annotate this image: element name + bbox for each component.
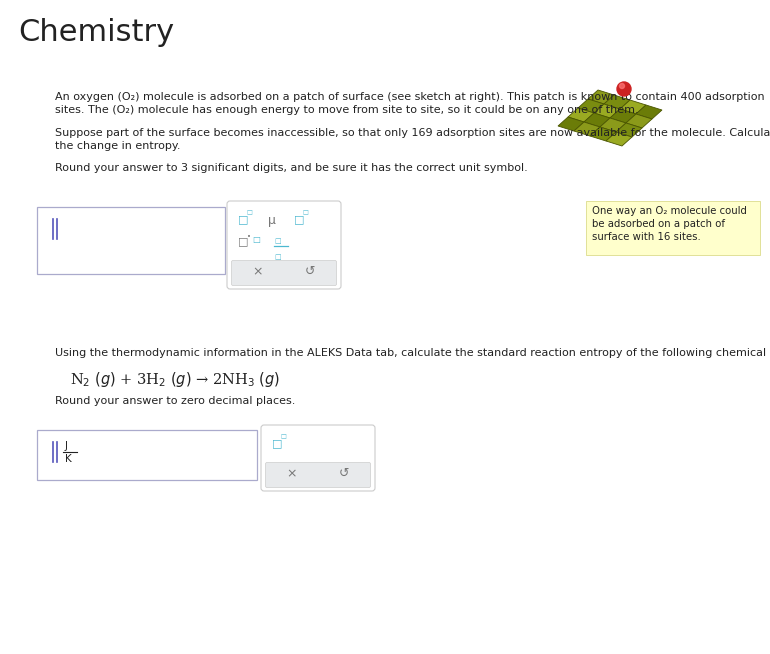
Text: □: □	[280, 434, 286, 439]
Text: be adsorbed on a patch of: be adsorbed on a patch of	[592, 219, 725, 229]
Bar	[37, 430, 257, 480]
Text: Chemistry: Chemistry	[18, 18, 174, 47]
Polygon shape	[616, 123, 642, 137]
Text: An oxygen (O₂) molecule is adsorbed on a patch of surface (see sketch at right).: An oxygen (O₂) molecule is adsorbed on a…	[55, 92, 765, 102]
Text: □: □	[238, 236, 249, 246]
Circle shape	[617, 82, 631, 96]
Text: sites. The (O₂) molecule has enough energy to move from site to site, so it coul: sites. The (O₂) molecule has enough ener…	[55, 105, 638, 115]
Text: Using the thermodynamic information in the ALEKS Data tab, calculate the standar: Using the thermodynamic information in t…	[55, 348, 770, 358]
Text: Round your answer to 3 significant digits, and be sure it has the correct unit s: Round your answer to 3 significant digit…	[55, 163, 527, 173]
Polygon shape	[574, 122, 600, 136]
FancyBboxPatch shape	[586, 201, 760, 255]
Text: □: □	[272, 438, 283, 448]
Circle shape	[620, 84, 624, 88]
Polygon shape	[568, 108, 594, 122]
Text: Round your answer to zero decimal places.: Round your answer to zero decimal places…	[55, 396, 296, 406]
Text: •: •	[247, 234, 251, 240]
Text: surface with 16 sites.: surface with 16 sites.	[592, 232, 701, 242]
Polygon shape	[588, 90, 614, 104]
Text: Suppose part of the surface becomes inaccessible, so that only 169 adsorption si: Suppose part of the surface becomes inac…	[55, 128, 770, 138]
Bar	[37, 207, 225, 274]
Text: □: □	[274, 254, 280, 260]
Polygon shape	[584, 113, 610, 127]
Text: One way an O₂ molecule could: One way an O₂ molecule could	[592, 206, 747, 216]
Polygon shape	[590, 127, 616, 141]
Text: N$_2$ $(g)$ + 3H$_2$ $(g)$ → 2NH$_3$ $(g)$: N$_2$ $(g)$ + 3H$_2$ $(g)$ → 2NH$_3$ $(g…	[70, 370, 280, 389]
Polygon shape	[626, 114, 652, 128]
Text: □: □	[294, 214, 304, 224]
Polygon shape	[578, 99, 604, 113]
Text: □: □	[246, 210, 252, 215]
Text: μ: μ	[268, 214, 276, 227]
Text: □: □	[274, 238, 280, 244]
Polygon shape	[606, 132, 632, 146]
Polygon shape	[636, 105, 662, 119]
FancyBboxPatch shape	[227, 201, 341, 289]
FancyBboxPatch shape	[261, 425, 375, 491]
Text: J: J	[65, 441, 68, 451]
Polygon shape	[558, 117, 584, 131]
Polygon shape	[604, 95, 630, 109]
Text: ↺: ↺	[305, 265, 315, 278]
FancyBboxPatch shape	[266, 462, 370, 487]
Polygon shape	[620, 100, 646, 114]
Text: □: □	[252, 235, 260, 244]
Text: ×: ×	[286, 467, 297, 480]
Polygon shape	[594, 104, 620, 118]
Text: K: K	[65, 454, 72, 464]
Text: □: □	[238, 214, 249, 224]
Text: ×: ×	[253, 265, 263, 278]
Polygon shape	[610, 109, 636, 123]
Text: the change in entropy.: the change in entropy.	[55, 141, 180, 151]
Polygon shape	[600, 118, 626, 132]
Text: □: □	[302, 210, 308, 215]
FancyBboxPatch shape	[232, 260, 336, 286]
Text: ↺: ↺	[339, 467, 350, 480]
